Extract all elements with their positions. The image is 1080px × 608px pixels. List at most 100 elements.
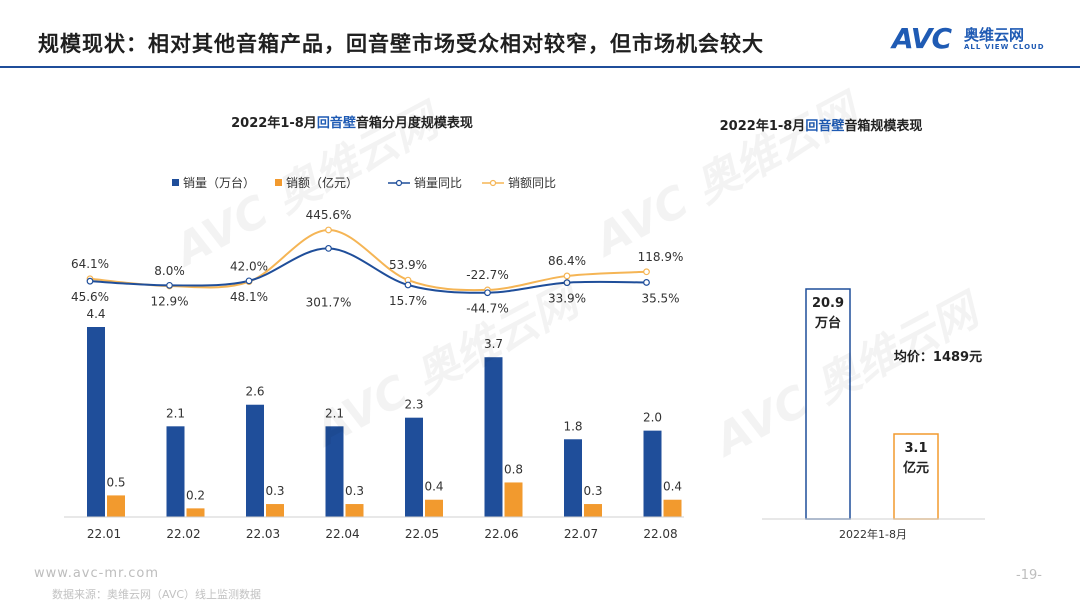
point-volume-yoy <box>86 277 94 285</box>
bar-sales-volume <box>405 417 423 517</box>
line-label-volume-yoy: 12.9% <box>150 294 188 308</box>
point-amount-yoy <box>325 226 332 234</box>
bar-label: 0.3 <box>265 484 284 498</box>
line-label-amount-yoy: 42.0% <box>230 260 268 274</box>
x-tick-label: 2022年1-8月 <box>839 527 907 541</box>
chart-title-part: 回音壁 <box>317 115 356 131</box>
bar-sales-amount <box>107 495 125 517</box>
bar-label: 3.1 <box>904 441 927 456</box>
line-label-volume-yoy: 48.1% <box>230 290 268 304</box>
logo-chinese-name: 奥维云网 <box>964 26 1025 44</box>
point-volume-yoy <box>563 279 571 287</box>
bar-sales-amount <box>266 504 284 517</box>
line-label-amount-yoy: 86.4% <box>548 254 586 268</box>
bar-label: 4.4 <box>86 307 105 321</box>
x-tick-label: 22.01 <box>87 527 121 541</box>
footer-source: 数据来源：奥维云网（AVC）线上监测数据 <box>52 588 262 601</box>
line-label-volume-yoy: 33.9% <box>548 292 586 306</box>
bar-sales-volume <box>246 404 264 517</box>
x-tick-label: 22.05 <box>405 527 439 541</box>
title-rule <box>0 66 1080 68</box>
point-volume-yoy <box>643 279 650 286</box>
chart-title: 2022年1-8月回音壁音箱规模表现 <box>720 118 923 134</box>
chart-title: 2022年1-8月回音壁音箱分月度规模表现 <box>231 115 473 131</box>
x-tick-label: 22.04 <box>325 527 359 541</box>
legend-marker <box>395 179 403 187</box>
point-volume-yoy <box>245 277 253 285</box>
bar-label: 0.4 <box>663 480 682 494</box>
chart-title-part: 音箱规模表现 <box>844 118 922 134</box>
bar-total-volume <box>805 288 851 520</box>
bar-sales-volume <box>325 426 344 517</box>
chart-title-part: 2022年1-8月 <box>231 115 317 131</box>
bar-sales-amount <box>345 504 364 517</box>
line-label-amount-yoy: -22.7% <box>466 268 508 282</box>
bar-sales-volume <box>87 327 105 517</box>
bar-sales-amount <box>186 508 205 517</box>
legend-label: 销量（万台） <box>183 175 255 190</box>
bar-label: 0.4 <box>424 480 443 494</box>
bar-sales-volume <box>484 357 503 517</box>
bar-label: 2.0 <box>643 411 662 425</box>
legend-swatch <box>275 179 282 186</box>
x-tick-label: 22.07 <box>564 527 598 541</box>
line-label-volume-yoy: 35.5% <box>641 291 679 305</box>
footer-url[interactable]: www.avc-mr.com <box>34 566 160 581</box>
line-label-volume-yoy: -44.7% <box>466 302 508 316</box>
bar-label: 亿元 <box>903 460 929 476</box>
bar-label: 0.5 <box>106 475 125 489</box>
point-volume-yoy <box>484 289 491 297</box>
chart-title-part: 音箱分月度规模表现 <box>356 115 473 131</box>
brand-logo: AVC 奥维云网 ALL VIEW CLOUD <box>892 22 1062 56</box>
point-volume-yoy <box>404 281 412 289</box>
bar-label: 0.2 <box>186 488 205 502</box>
point-volume-yoy <box>166 281 173 289</box>
logo-wordmark: AVC <box>892 22 952 55</box>
line-label-amount-yoy: 53.9% <box>389 258 427 272</box>
line-label-amount-yoy: 118.9% <box>638 250 684 264</box>
bar-label: 0.8 <box>504 462 523 476</box>
line-label-volume-yoy: 45.6% <box>71 290 109 304</box>
legend-label: 销额（亿元） <box>286 175 358 190</box>
legend-swatch <box>172 179 179 186</box>
bar-label: 2.6 <box>245 385 264 399</box>
bar-label: 2.1 <box>325 406 344 420</box>
logo-english-name: ALL VIEW CLOUD <box>964 43 1045 51</box>
point-volume-yoy <box>325 244 332 252</box>
x-tick-label: 22.06 <box>484 527 518 541</box>
x-tick-label: 22.08 <box>643 527 677 541</box>
page-title: 规模现状：相对其他音箱产品，回音壁市场受众相对较窄，但市场机会较大 <box>38 32 764 56</box>
point-amount-yoy <box>643 268 650 276</box>
page-number: -19- <box>1016 568 1042 583</box>
bar-sales-amount <box>425 499 443 517</box>
bar-sales-amount <box>663 499 682 517</box>
x-tick-label: 22.03 <box>246 527 280 541</box>
bar-label: 20.9 <box>812 296 844 311</box>
point-amount-yoy <box>563 272 571 280</box>
line-label-amount-yoy: 445.6% <box>306 208 352 222</box>
line-volume-yoy <box>89 247 647 294</box>
average-price-annotation: 均价：1489元 <box>894 349 982 365</box>
bar-sales-amount <box>584 504 602 517</box>
x-tick-label: 22.02 <box>166 527 200 541</box>
bar-label: 0.3 <box>583 484 602 498</box>
bar-label: 1.8 <box>563 419 582 433</box>
total-chart: 2022年1-8月回音壁音箱规模表现20.9万台3.1亿元均价：1489元202… <box>720 118 985 541</box>
line-amount-yoy <box>89 228 647 292</box>
bar-label: 万台 <box>814 315 841 331</box>
chart-title-part: 2022年1-8月 <box>720 118 806 134</box>
legend-marker <box>489 179 497 187</box>
bar-label: 0.3 <box>345 484 364 498</box>
bar-sales-volume <box>564 439 582 517</box>
line-label-amount-yoy: 64.1% <box>71 257 109 271</box>
bar-label: 2.3 <box>404 398 423 412</box>
bar-label: 2.1 <box>166 406 185 420</box>
line-label-amount-yoy: 8.0% <box>154 264 185 278</box>
chart-title-part: 回音壁 <box>805 118 844 134</box>
legend-label: 销额同比 <box>508 176 556 190</box>
line-label-volume-yoy: 15.7% <box>389 294 427 308</box>
bar-label: 3.7 <box>484 337 503 351</box>
line-label-volume-yoy: 301.7% <box>306 295 352 309</box>
legend-label: 销量同比 <box>414 176 462 190</box>
